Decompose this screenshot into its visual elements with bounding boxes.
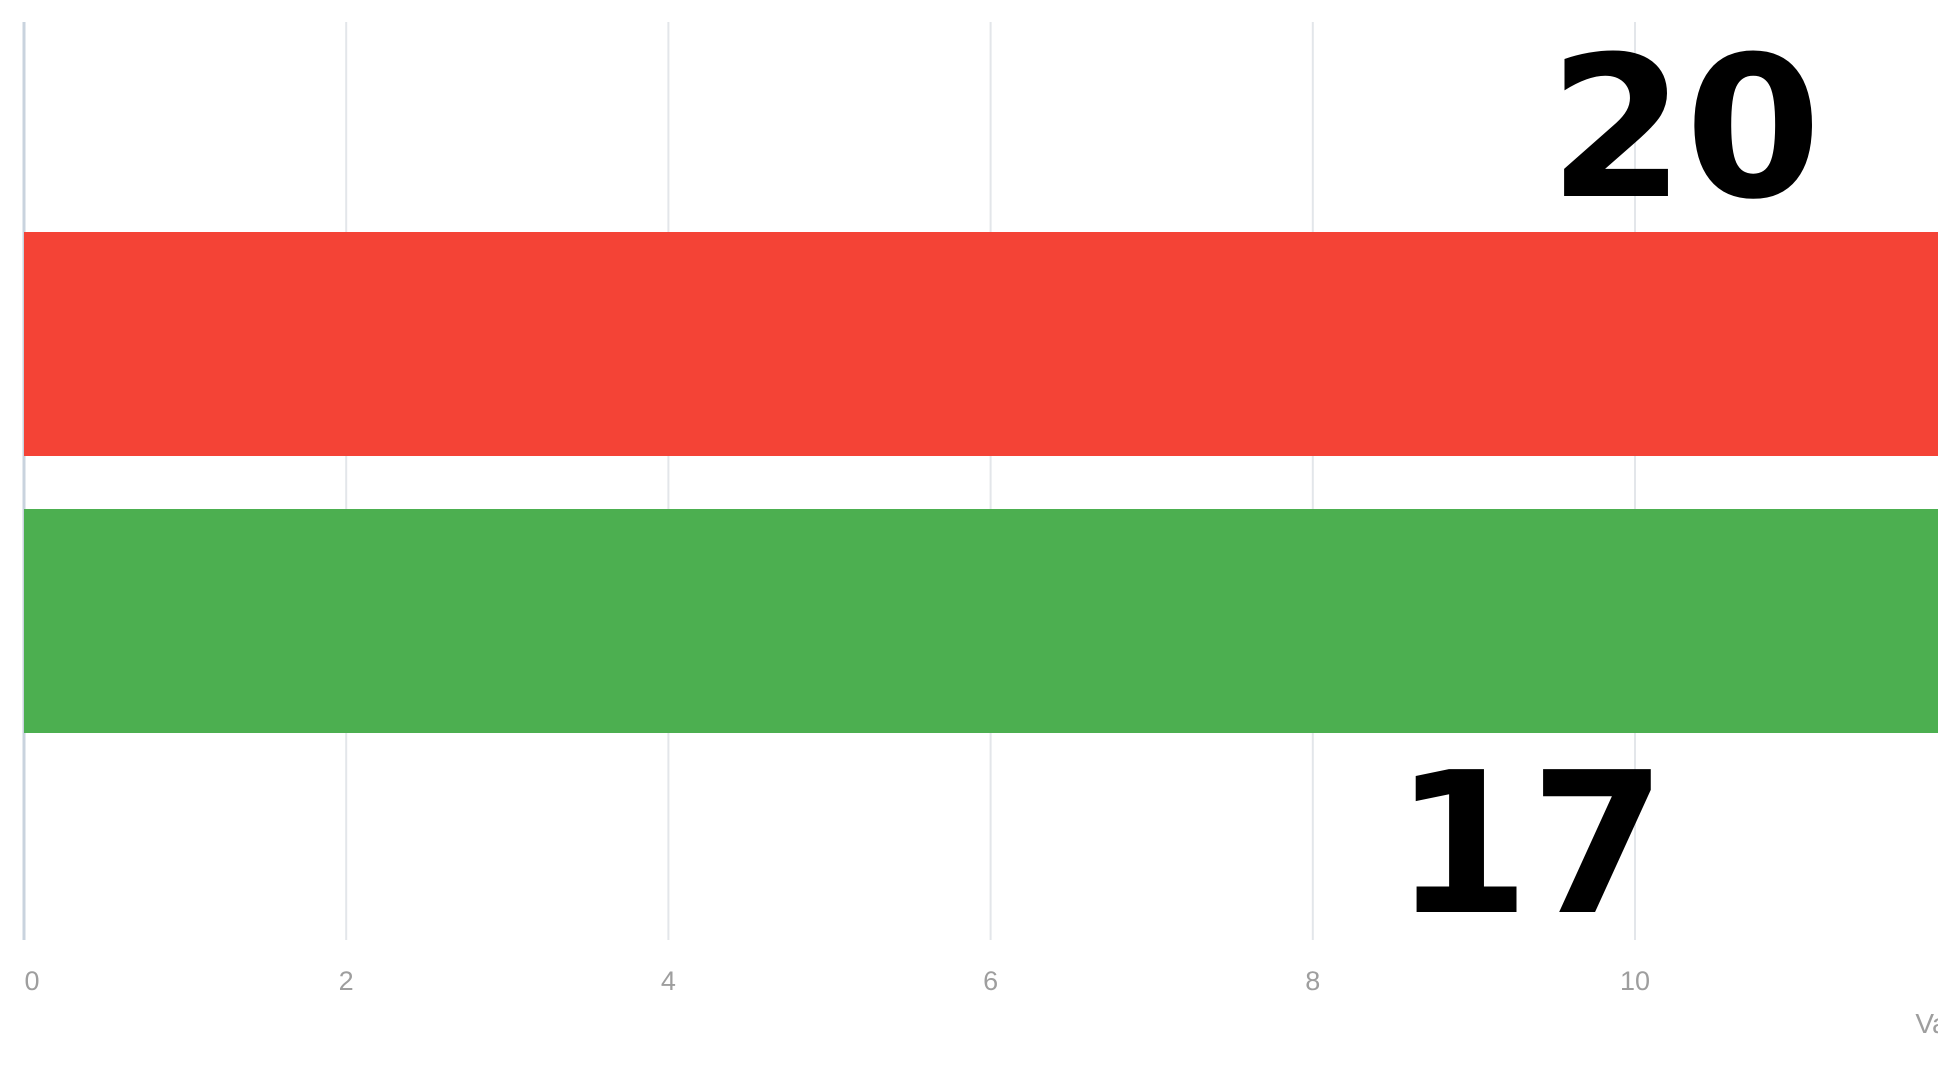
x-tick-labels: 024681012141618202224 <box>24 966 1650 996</box>
x-tick-label: 8 <box>1305 966 1320 996</box>
x-tick-label: 10 <box>1620 966 1650 996</box>
bars <box>24 232 1938 733</box>
x-tick-label: 6 <box>983 966 998 996</box>
x-tick-label: 4 <box>661 966 676 996</box>
grid-lines <box>22 22 1636 940</box>
data-label-bar-2: 17 <box>1394 731 1667 959</box>
bar-1 <box>24 232 1938 456</box>
bar-2 <box>24 509 1938 733</box>
x-axis-label: Values <box>1915 1008 1938 1039</box>
x-tick-label: 0 <box>24 966 39 996</box>
data-label-bar-1: 20 <box>1549 15 1822 243</box>
x-tick-label: 2 <box>339 966 354 996</box>
